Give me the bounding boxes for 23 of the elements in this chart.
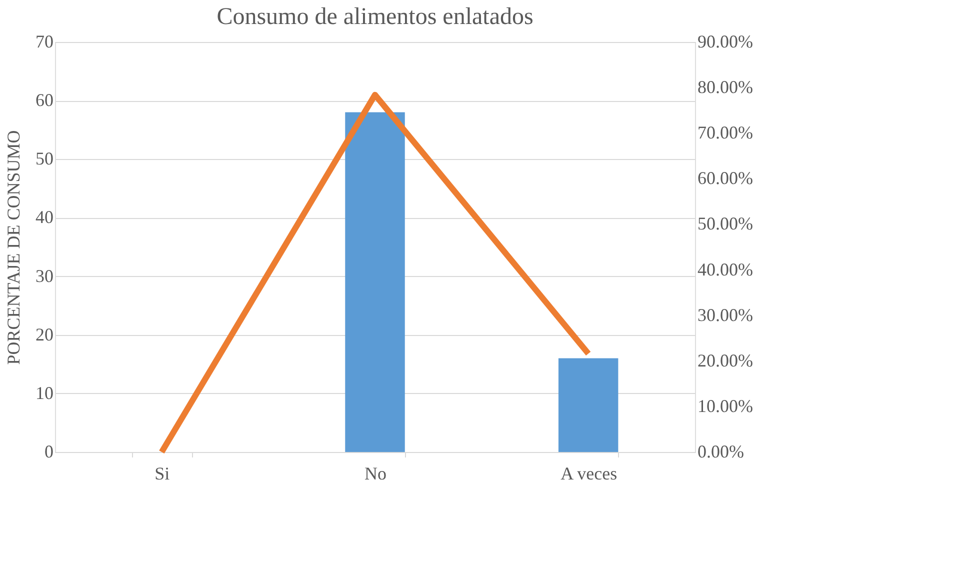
y-axis-title: PORCENTAJE DE CONSUMO	[4, 130, 24, 365]
y2-tick-label: 80.00%	[698, 77, 753, 98]
y-tick-label: 30	[36, 266, 54, 286]
y2-tick-label: 0.00%	[698, 442, 744, 462]
y2-tick-label: 10.00%	[698, 396, 753, 416]
y2-tick-label: 60.00%	[698, 168, 753, 188]
y2-tick-label: 30.00%	[698, 304, 753, 325]
y-tick-label: 40	[36, 207, 54, 228]
x-tick-label: No	[364, 464, 386, 484]
y2-tick-label: 90.00%	[698, 32, 753, 52]
y2-tick-label: 50.00%	[698, 214, 753, 234]
y2-tick-label: 70.00%	[698, 122, 753, 143]
y2-tick-label: 40.00%	[698, 259, 753, 280]
y-tick-label: 60	[36, 90, 54, 110]
y-tick-label: 20	[36, 324, 54, 344]
x-tick-label: Si	[154, 464, 170, 484]
y2-tick-label: 20.00%	[698, 350, 753, 370]
chart-title: Consumo de alimentos enlatados	[216, 4, 534, 30]
y-tick-label: 50	[36, 148, 54, 169]
y-tick-label: 70	[36, 32, 54, 52]
y-tick-label: 0	[44, 442, 54, 462]
y-tick-label: 10	[36, 382, 54, 403]
x-tick-label: A veces	[560, 464, 618, 484]
